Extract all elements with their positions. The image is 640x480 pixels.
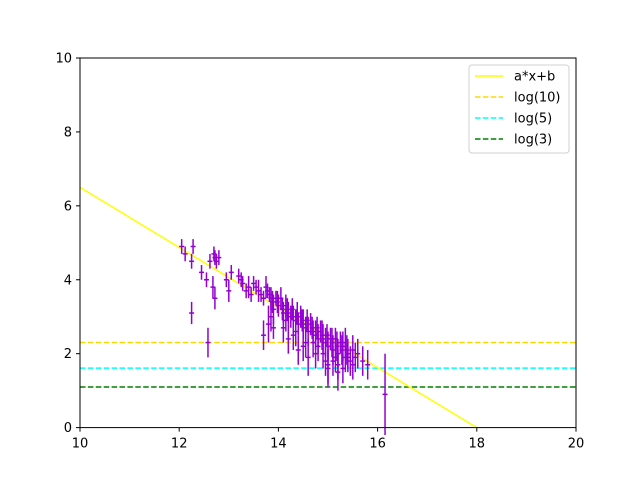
- data-point: [228, 264, 234, 280]
- legend-label: log(3): [514, 133, 552, 148]
- data-point: [332, 342, 338, 373]
- x-tick-label: 12: [171, 437, 188, 452]
- data-point: [345, 342, 351, 373]
- data-point: [293, 316, 299, 347]
- data-point: [258, 287, 264, 302]
- data-point: [382, 353, 388, 435]
- x-tick-label: 16: [369, 437, 386, 452]
- data-point: [315, 331, 321, 362]
- data-point: [189, 253, 195, 269]
- data-point: [213, 253, 219, 269]
- data-point: [226, 279, 232, 302]
- data-point: [283, 309, 289, 332]
- data-point: [350, 349, 356, 380]
- data-point: [204, 272, 209, 288]
- data-point: [320, 338, 326, 369]
- data-point: [352, 342, 358, 373]
- data-point: [280, 313, 286, 343]
- data-point: [216, 250, 222, 265]
- data-point: [253, 279, 259, 295]
- data-point: [248, 287, 254, 302]
- y-tick-label: 0: [64, 421, 72, 436]
- y-axis: 0 2 4 6 8 10: [55, 52, 80, 436]
- y-tick-label: 6: [64, 199, 72, 214]
- data-point: [270, 316, 276, 339]
- data-point: [261, 320, 266, 350]
- data-point: [207, 253, 213, 269]
- data-point: [347, 346, 353, 376]
- data-point: [256, 279, 262, 302]
- y-tick-label: 10: [55, 52, 72, 67]
- data-point: [266, 305, 271, 343]
- legend-box: [468, 64, 570, 154]
- data-point: [360, 346, 366, 376]
- data-point: [243, 283, 249, 299]
- y-tick-label: 2: [64, 347, 72, 362]
- legend: a*x+b log(10) log(5) log(3): [468, 64, 570, 154]
- data-point: [295, 335, 301, 365]
- x-axis: 10 12 14 16 18 20: [72, 427, 585, 452]
- data-point: [223, 272, 229, 288]
- x-tick-label: 20: [568, 437, 585, 452]
- data-point: [355, 338, 361, 369]
- data-point: [335, 353, 341, 391]
- data-point: [330, 346, 336, 376]
- data-point: [205, 327, 211, 358]
- data-point: [325, 346, 331, 384]
- y-tick-label: 8: [64, 125, 72, 140]
- data-point: [236, 268, 242, 284]
- data-point: [300, 331, 306, 362]
- data-point: [290, 320, 296, 350]
- data-point: [313, 338, 319, 369]
- data-point: [261, 290, 266, 306]
- data-point: [240, 276, 246, 291]
- data-point: [365, 349, 371, 380]
- data-point: [323, 346, 328, 376]
- data-point: [212, 287, 218, 310]
- y-tick-label: 4: [64, 273, 72, 288]
- x-tick-label: 18: [469, 437, 486, 452]
- data-point: [303, 327, 309, 358]
- legend-label: a*x+b: [514, 70, 555, 85]
- data-point: [305, 338, 311, 376]
- data-point: [268, 301, 274, 332]
- data-point: [251, 276, 257, 291]
- plot-frame: [79, 57, 577, 429]
- legend-label: log(5): [514, 112, 552, 127]
- data-point: [179, 239, 185, 254]
- data-point: [342, 327, 348, 358]
- data-point: [310, 327, 316, 358]
- data-point: [189, 301, 195, 325]
- data-point: [190, 239, 196, 254]
- data-point: [340, 353, 346, 384]
- x-tick-label: 14: [270, 437, 287, 452]
- data-point: [285, 324, 291, 354]
- data-point: [182, 246, 188, 262]
- data-point: [199, 264, 204, 280]
- legend-label: log(10): [514, 91, 561, 106]
- data-points: [179, 239, 388, 435]
- x-tick-label: 10: [72, 437, 89, 452]
